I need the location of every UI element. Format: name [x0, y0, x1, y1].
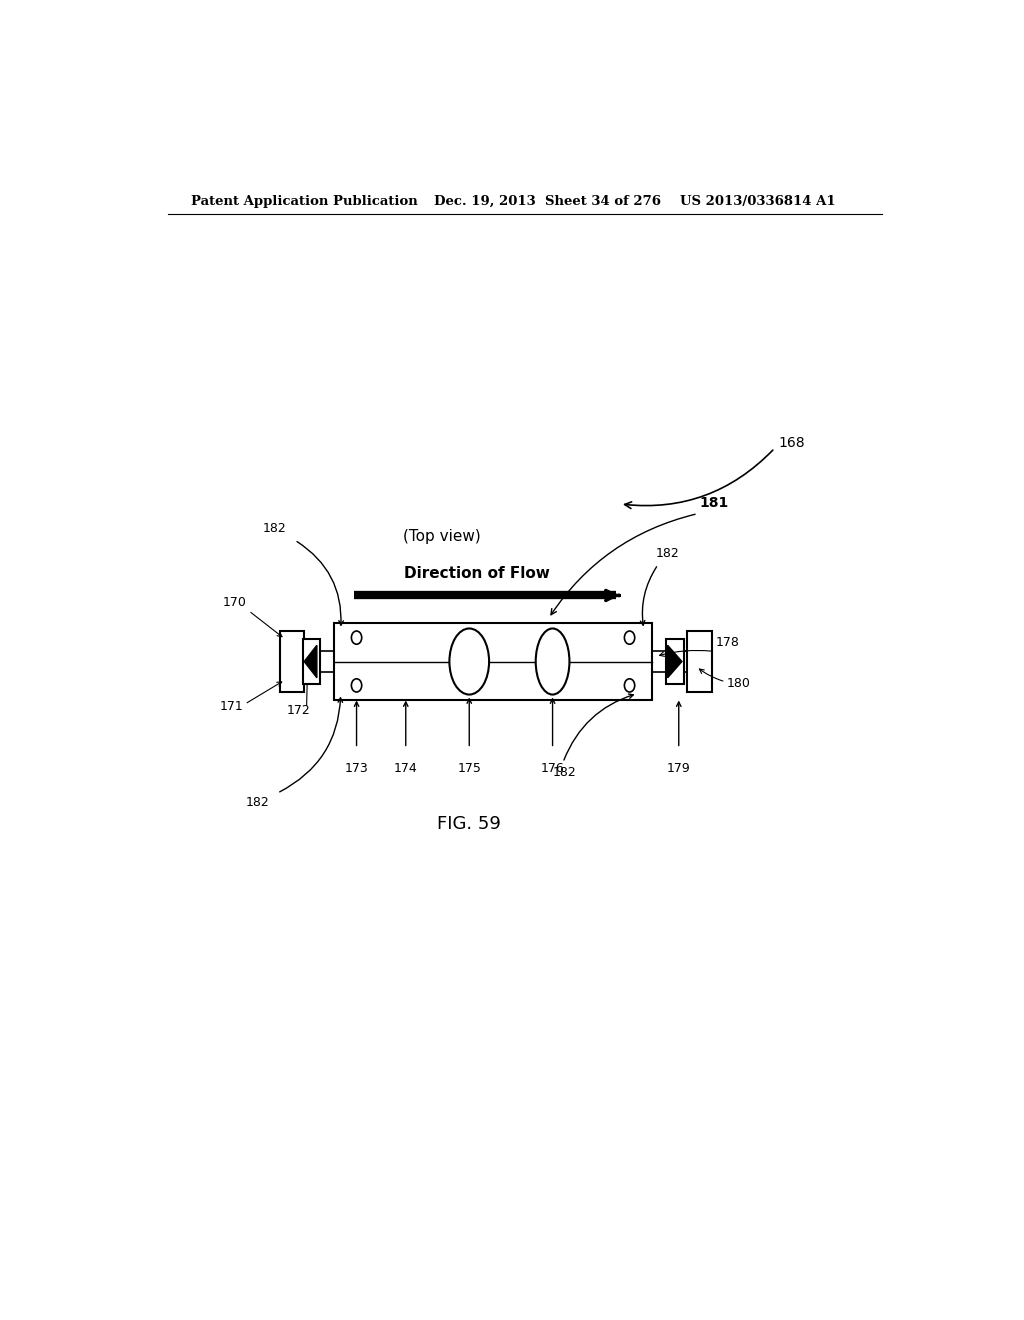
Text: 168: 168: [778, 436, 806, 450]
Bar: [303, 639, 321, 684]
Text: 181: 181: [699, 495, 729, 510]
Text: (Top view): (Top view): [402, 529, 480, 544]
FancyArrowPatch shape: [640, 566, 656, 626]
Bar: [666, 639, 684, 684]
Text: US 2013/0336814 A1: US 2013/0336814 A1: [680, 194, 836, 207]
FancyArrowPatch shape: [659, 651, 711, 656]
Text: 182: 182: [263, 521, 287, 535]
FancyArrowPatch shape: [564, 694, 634, 760]
Text: 173: 173: [345, 762, 369, 775]
Ellipse shape: [536, 628, 569, 694]
Bar: [281, 631, 304, 692]
Bar: [334, 623, 652, 700]
Text: Direction of Flow: Direction of Flow: [404, 565, 550, 581]
Text: 179: 179: [667, 762, 690, 775]
Text: 171: 171: [219, 701, 243, 713]
FancyArrowPatch shape: [551, 515, 695, 615]
Text: 178: 178: [715, 636, 739, 649]
Text: Dec. 19, 2013  Sheet 34 of 276: Dec. 19, 2013 Sheet 34 of 276: [433, 194, 660, 207]
Text: 172: 172: [287, 705, 310, 717]
Text: Patent Application Publication: Patent Application Publication: [191, 194, 418, 207]
Text: 175: 175: [458, 762, 481, 775]
Text: 170: 170: [223, 595, 247, 609]
Text: FIG. 59: FIG. 59: [437, 816, 501, 833]
Polygon shape: [304, 645, 316, 677]
Text: 182: 182: [655, 548, 680, 560]
Ellipse shape: [450, 628, 489, 694]
Text: 182: 182: [553, 766, 577, 779]
FancyArrowPatch shape: [699, 669, 723, 681]
Bar: [687, 631, 712, 692]
FancyArrowPatch shape: [625, 450, 773, 508]
FancyArrowPatch shape: [297, 541, 343, 626]
Text: 176: 176: [541, 762, 564, 775]
FancyArrowPatch shape: [280, 698, 343, 792]
Text: 182: 182: [246, 796, 269, 809]
Text: 174: 174: [394, 762, 418, 775]
Text: 180: 180: [727, 677, 751, 690]
Polygon shape: [668, 645, 682, 677]
